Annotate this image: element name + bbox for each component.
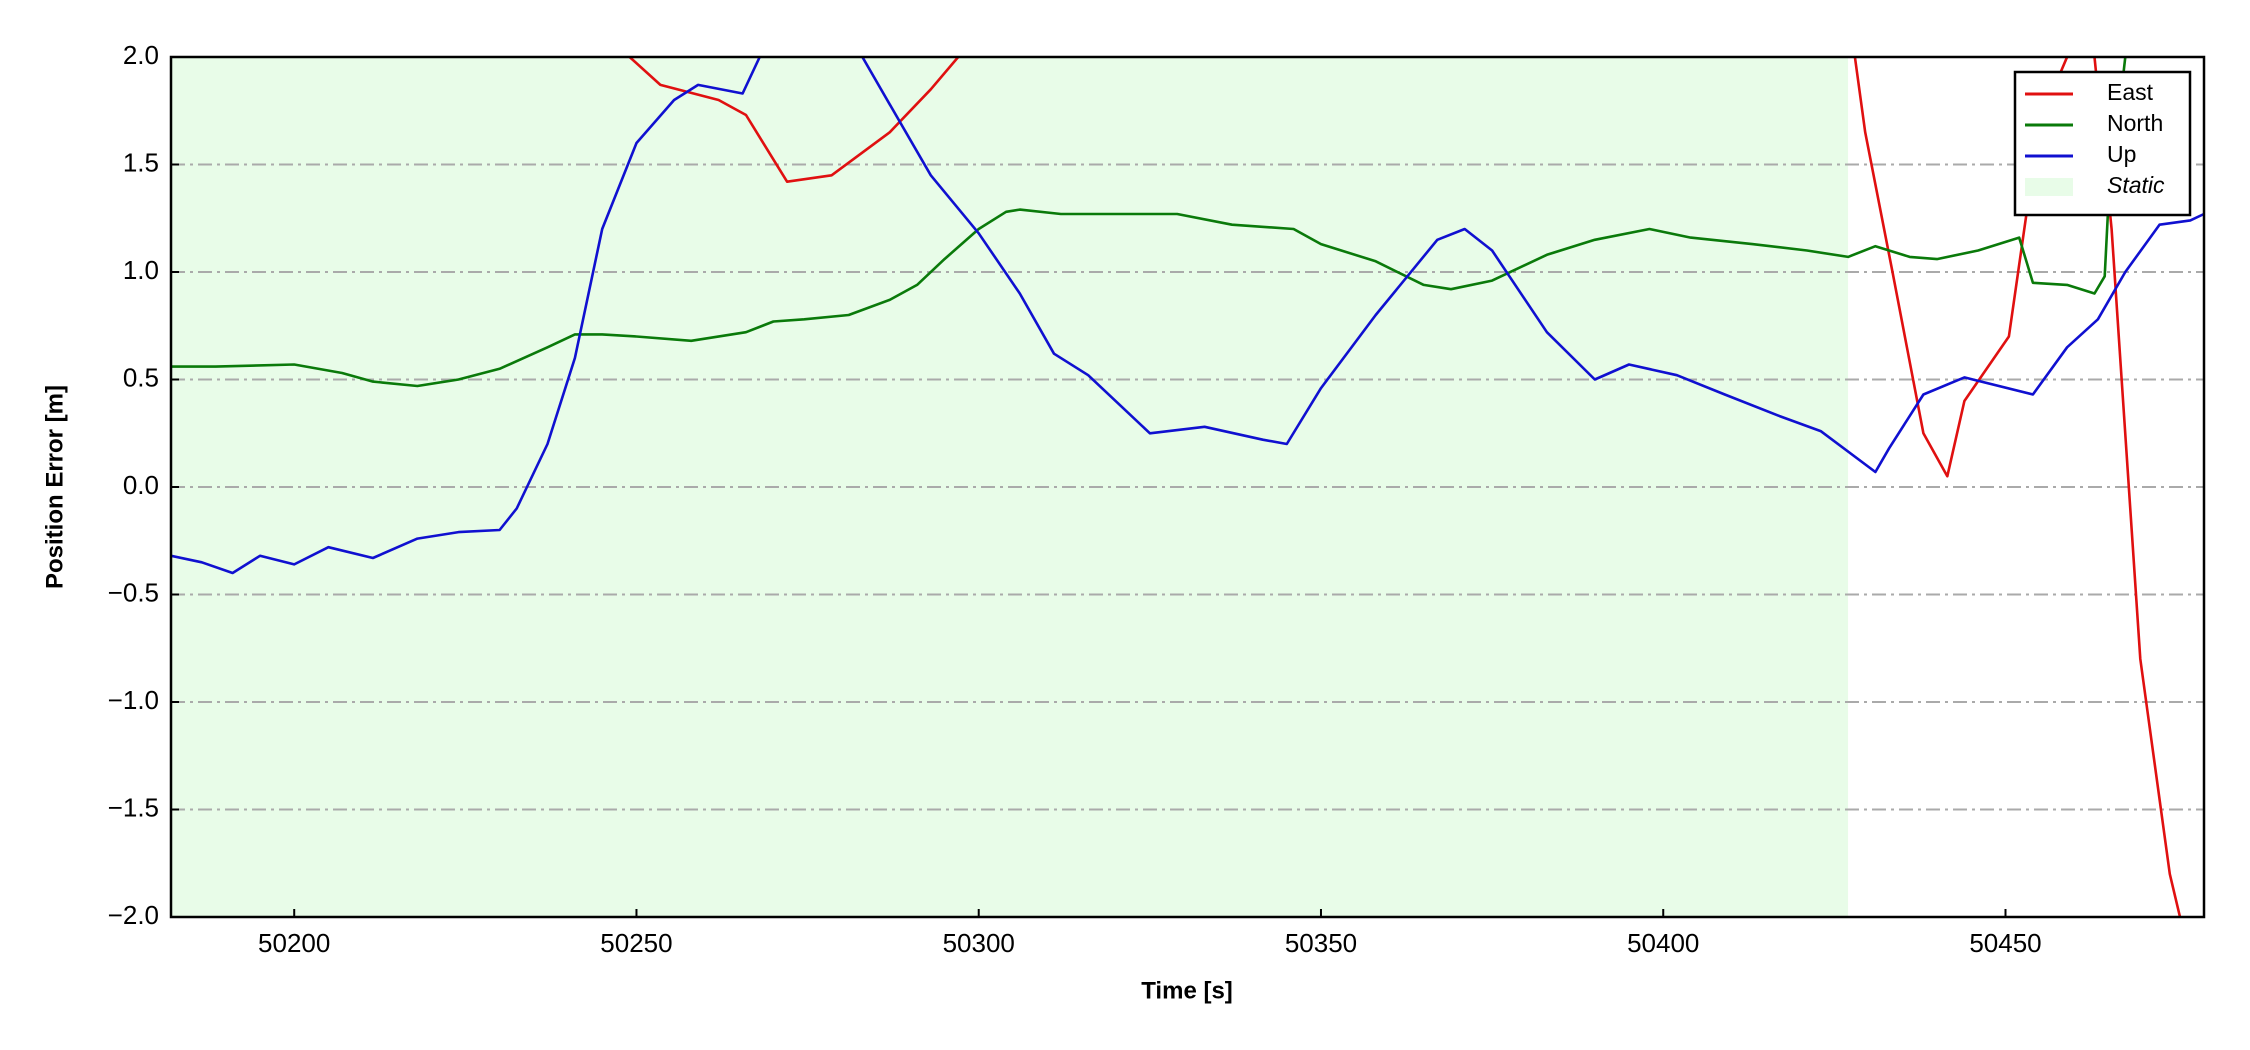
y-tick-label: 1.0: [123, 255, 159, 285]
x-tick-label: 50250: [600, 928, 672, 958]
y-tick-label: −1.5: [108, 792, 159, 822]
x-axis-label: Time [s]: [1141, 977, 1233, 1004]
line-north: [171, 57, 2127, 388]
legend-swatch: [2025, 178, 2073, 196]
x-tick-label: 50450: [1969, 928, 2041, 958]
plot-frame: [169, 55, 2206, 919]
y-axis-label: Position Error [m]: [41, 385, 68, 589]
y-tick-label: 1.5: [123, 147, 159, 177]
x-tick-label: 50300: [943, 928, 1015, 958]
legend-label: North: [2107, 110, 2163, 136]
x-tick-label: 50350: [1285, 928, 1357, 958]
legend-label: East: [2107, 79, 2154, 105]
legend-label: Up: [2107, 141, 2136, 167]
legend-label: Static: [2107, 172, 2165, 198]
x-tick-label: 50200: [258, 928, 330, 958]
y-tick-label: −2.0: [108, 900, 159, 930]
line-up: [171, 57, 2204, 575]
y-tick-label: −0.5: [108, 577, 159, 607]
y-tick-label: 0.0: [123, 470, 159, 500]
legend: East North Up Static: [2013, 70, 2192, 217]
x-tick-label: 50400: [1627, 928, 1699, 958]
y-tick-label: 2.0: [123, 40, 159, 70]
y-tick-label: 0.5: [123, 362, 159, 392]
y-tick-label: −1.0: [108, 685, 159, 715]
